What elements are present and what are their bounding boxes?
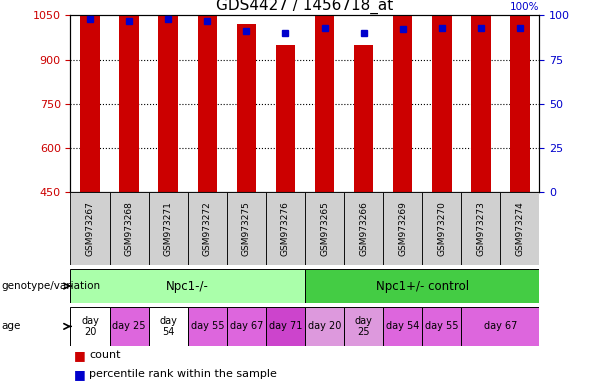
- Text: GSM973275: GSM973275: [242, 201, 251, 256]
- Bar: [120, 0, 139, 192]
- Bar: [158, 0, 178, 192]
- Bar: [70, 307, 110, 346]
- Bar: [432, 0, 452, 192]
- Text: percentile rank within the sample: percentile rank within the sample: [89, 369, 276, 379]
- Text: Npc1-/-: Npc1-/-: [166, 280, 209, 293]
- Text: day 54: day 54: [386, 321, 419, 331]
- Bar: [266, 192, 305, 265]
- Bar: [149, 192, 188, 265]
- Text: genotype/variation: genotype/variation: [1, 281, 101, 291]
- Bar: [305, 307, 344, 346]
- Bar: [354, 45, 373, 192]
- Bar: [188, 307, 227, 346]
- Text: day 67: day 67: [230, 321, 263, 331]
- Bar: [462, 307, 539, 346]
- Bar: [70, 269, 305, 303]
- Bar: [305, 269, 539, 303]
- Text: GSM973269: GSM973269: [398, 201, 407, 256]
- Bar: [383, 307, 422, 346]
- Text: day 25: day 25: [112, 321, 146, 331]
- Bar: [383, 192, 422, 265]
- Text: age: age: [1, 321, 21, 331]
- Text: ■: ■: [74, 368, 85, 381]
- Text: 100%: 100%: [510, 2, 539, 12]
- Text: Npc1+/- control: Npc1+/- control: [376, 280, 469, 293]
- Bar: [422, 192, 462, 265]
- Bar: [110, 307, 149, 346]
- Bar: [422, 307, 462, 346]
- Bar: [462, 192, 500, 265]
- Text: GSM973265: GSM973265: [320, 201, 329, 256]
- Bar: [314, 0, 334, 192]
- Text: GSM973271: GSM973271: [164, 201, 173, 256]
- Text: ■: ■: [74, 349, 85, 362]
- Text: day 71: day 71: [268, 321, 302, 331]
- Bar: [188, 192, 227, 265]
- Bar: [227, 192, 266, 265]
- Text: day
54: day 54: [159, 316, 177, 337]
- Text: GSM973267: GSM973267: [86, 201, 94, 256]
- Bar: [344, 307, 383, 346]
- Bar: [276, 45, 295, 192]
- Text: day 55: day 55: [191, 321, 224, 331]
- Text: GSM973272: GSM973272: [203, 201, 211, 256]
- Bar: [344, 192, 383, 265]
- Text: GSM973266: GSM973266: [359, 201, 368, 256]
- Text: day
25: day 25: [355, 316, 373, 337]
- Bar: [70, 192, 110, 265]
- Bar: [500, 192, 539, 265]
- Bar: [227, 307, 266, 346]
- Bar: [266, 307, 305, 346]
- Text: GSM973276: GSM973276: [281, 201, 290, 256]
- Text: GSM973268: GSM973268: [124, 201, 134, 256]
- Bar: [471, 0, 490, 192]
- Bar: [197, 0, 217, 192]
- Bar: [80, 0, 100, 192]
- Text: GSM973273: GSM973273: [476, 201, 485, 256]
- Text: day
20: day 20: [81, 316, 99, 337]
- Bar: [510, 0, 530, 192]
- Text: day 67: day 67: [484, 321, 517, 331]
- Text: GSM973270: GSM973270: [437, 201, 446, 256]
- Bar: [237, 24, 256, 192]
- Bar: [110, 192, 149, 265]
- Text: GSM973274: GSM973274: [516, 201, 524, 256]
- Bar: [393, 0, 413, 192]
- Title: GDS4427 / 1456718_at: GDS4427 / 1456718_at: [216, 0, 394, 14]
- Text: count: count: [89, 350, 120, 360]
- Bar: [149, 307, 188, 346]
- Bar: [305, 192, 344, 265]
- Text: day 20: day 20: [308, 321, 341, 331]
- Text: day 55: day 55: [425, 321, 459, 331]
